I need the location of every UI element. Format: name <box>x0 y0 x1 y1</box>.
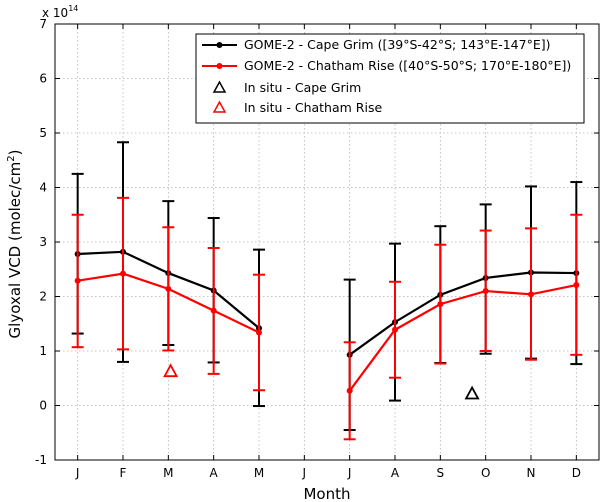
x-tick-label: F <box>120 466 127 480</box>
x-axis-label: Month <box>303 485 350 502</box>
y-axis-label: Glyoxal VCD (molec/cm2) <box>6 150 24 339</box>
series-0 <box>71 141 583 432</box>
x-tick-label: A <box>210 466 219 480</box>
x-tick-label: S <box>437 466 445 480</box>
legend-triangle-insitu-cape-grim <box>212 80 227 93</box>
series-layer <box>71 141 583 441</box>
y-tick-label: 1 <box>39 344 47 358</box>
series-line <box>349 271 577 356</box>
x-tick-label: O <box>481 466 490 480</box>
series-1 <box>71 196 583 441</box>
y-tick-label: 0 <box>39 399 47 413</box>
legend-label-chatham-rise: GOME-2 - Chatham Rise ([40°S-50°S; 170°E… <box>244 58 571 73</box>
data-point <box>346 387 353 394</box>
insitu-point <box>464 385 480 400</box>
x-tick-label: D <box>572 466 581 480</box>
series-line <box>348 283 577 392</box>
legend-marker-chatham-rise <box>216 63 223 69</box>
data-point <box>120 270 126 277</box>
y-multiplier-base: x 10 <box>42 6 68 20</box>
insitu-point <box>163 363 179 378</box>
data-point <box>482 288 489 295</box>
x-tick-label: A <box>391 466 400 480</box>
legend-label-insitu-cape-grim: In situ - Cape Grim <box>244 80 361 95</box>
y-tick-label: 4 <box>39 181 47 195</box>
legend-marker-cape-grim <box>216 42 223 48</box>
y-tick-label: -1 <box>35 453 47 467</box>
y-axis-label-superscript: 2 <box>6 155 17 161</box>
data-point <box>573 282 580 289</box>
y-tick-label: 3 <box>39 235 47 249</box>
x-tick-label: J <box>302 466 307 480</box>
y-tick-label: 2 <box>39 290 47 304</box>
x-tick-label: N <box>527 466 536 480</box>
y-axis-label-main: Glyoxal VCD (molec/cm <box>6 162 24 339</box>
legend-label-insitu-chatham-rise: In situ - Chatham Rise <box>244 100 382 115</box>
legend-triangle-insitu-chatham-rise <box>212 100 227 113</box>
data-point <box>392 326 398 333</box>
legend: GOME-2 - Cape Grim ([39°S-42°S; 143°E-14… <box>195 33 585 124</box>
plot-frame <box>54 23 600 461</box>
x-tick-label: J <box>347 466 352 480</box>
data-point <box>165 285 172 292</box>
data-point <box>528 291 534 298</box>
x-tick-label: J <box>75 466 80 480</box>
y-multiplier: x 1014 <box>42 4 78 20</box>
y-tick-label: 6 <box>39 72 47 86</box>
y-axis-label-end: ) <box>6 150 24 156</box>
data-point <box>437 301 444 308</box>
y-multiplier-exponent: 14 <box>68 4 78 13</box>
y-tick-label: 5 <box>39 126 47 140</box>
data-point <box>210 307 217 314</box>
axes: -1 0 1 2 3 4 5 6 7 J F M A M J J A S O N D <box>35 17 600 480</box>
legend-box <box>195 33 585 124</box>
x-tick-label: M <box>254 466 264 480</box>
x-tick-label: M <box>163 466 173 480</box>
data-point <box>74 277 81 284</box>
legend-label-cape-grim: GOME-2 - Cape Grim ([39°S-42°S; 143°E-14… <box>244 37 550 52</box>
data-point <box>256 329 262 336</box>
y-tick-label: 7 <box>39 17 47 31</box>
